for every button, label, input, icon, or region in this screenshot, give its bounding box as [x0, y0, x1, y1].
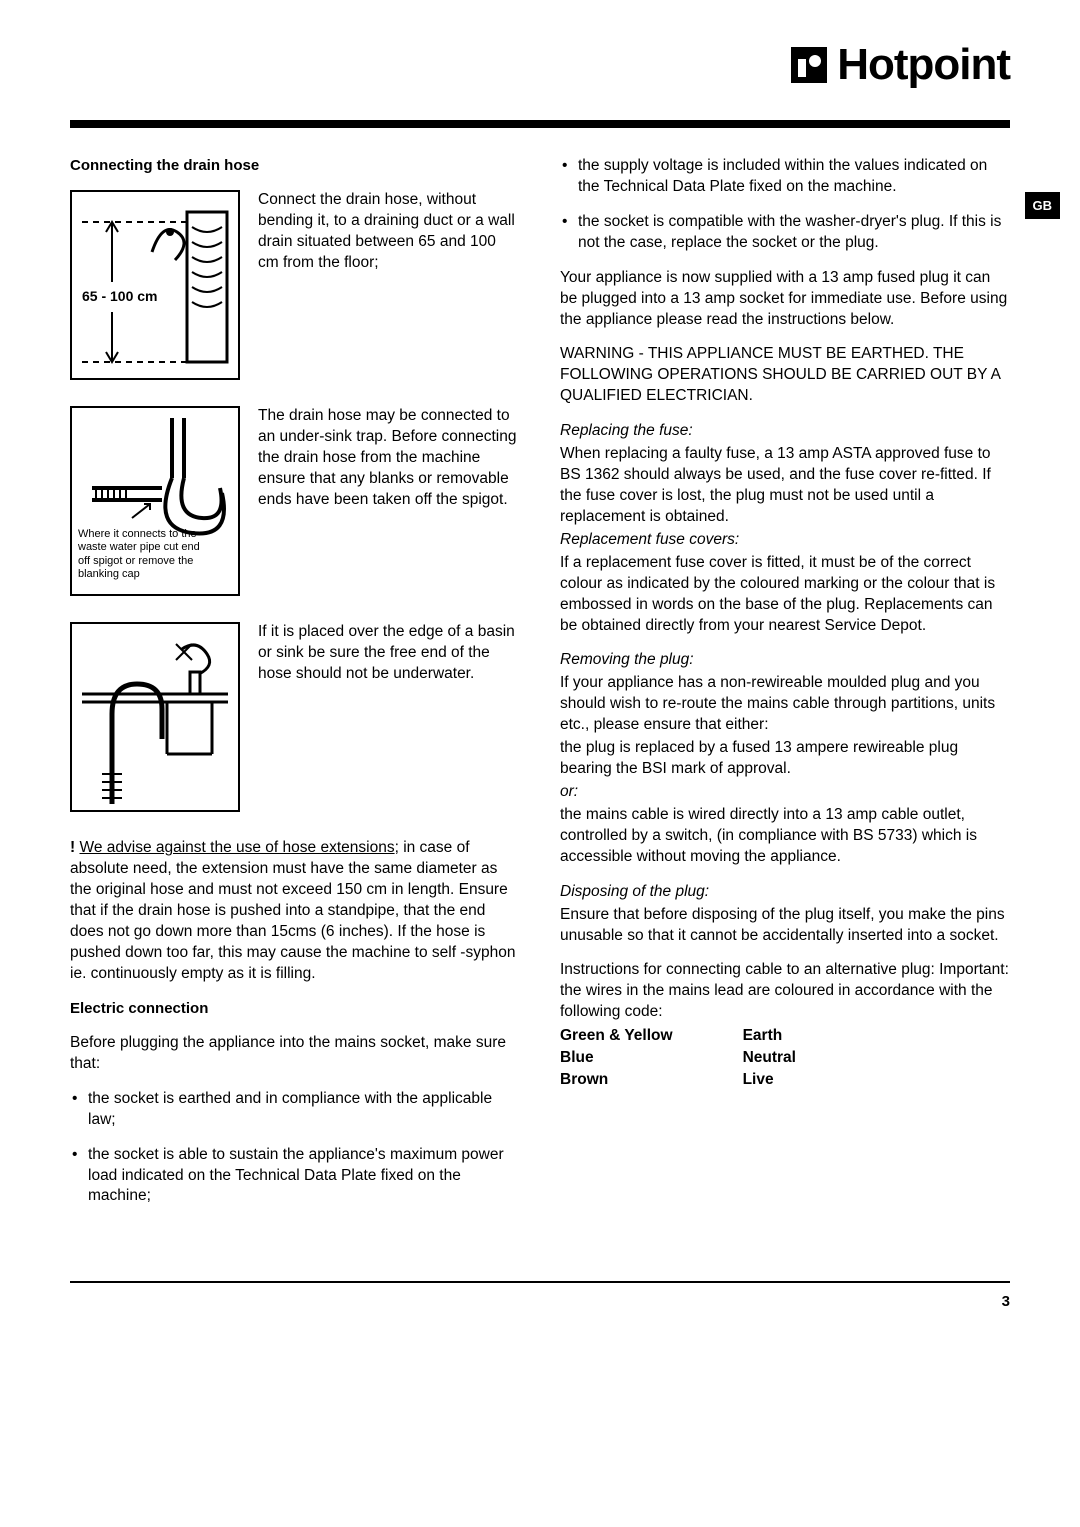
page: Hotpoint GB Connecting the drain hose [0, 0, 1080, 1340]
supplied-plug-text: Your appliance is now supplied with a 13… [560, 268, 1010, 331]
wire-green-yellow: Green & Yellow [560, 1025, 673, 1047]
wire-blue: Blue [560, 1047, 673, 1069]
figure-drain-height: 65 - 100 cm [70, 190, 240, 380]
language-tab: GB [1025, 192, 1061, 219]
bullet-socket-compat: the socket is compatible with the washer… [560, 212, 1010, 254]
text-wire-code-intro: Instructions for connecting cable to an … [560, 960, 1010, 1023]
figure-3-text: If it is placed over the edge of a basin… [258, 622, 520, 685]
figure-1-text: Connect the drain hose, without bending … [258, 190, 520, 274]
bullet-earthed: the socket is earthed and in compliance … [70, 1089, 520, 1131]
wire-neutral: Neutral [743, 1047, 796, 1069]
brand-mark-icon [791, 47, 827, 83]
page-number: 3 [70, 1293, 1010, 1310]
heading-remove-plug: Removing the plug: [560, 650, 1010, 671]
brand-logo: Hotpoint [791, 40, 1010, 90]
figure-row-3: If it is placed over the edge of a basin… [70, 622, 520, 812]
text-replace-fuse: When replacing a faulty fuse, a 13 amp A… [560, 444, 1010, 528]
warning-lead: We advise against the use of hose extens… [79, 839, 394, 856]
column-left: Connecting the drain hose [70, 156, 520, 1221]
text-dispose-plug: Ensure that before disposing of the plug… [560, 905, 1010, 947]
wire-meaning-column: Earth Neutral Live [743, 1025, 796, 1090]
text-remove-plug-2: the plug is replaced by a fused 13 amper… [560, 738, 1010, 780]
brand-text: Hotpoint [837, 40, 1010, 90]
bullet-voltage: the supply voltage is included within th… [560, 156, 1010, 198]
heading-dispose-plug: Disposing of the plug: [560, 882, 1010, 903]
figure-basin-edge [70, 622, 240, 812]
figure-row-2: Where it connects to the waste water pip… [70, 406, 520, 596]
bullet-power-load: the socket is able to sustain the applia… [70, 1145, 520, 1208]
wire-earth: Earth [743, 1025, 796, 1047]
figure-2-text: The drain hose may be connected to an un… [258, 406, 520, 511]
wire-colour-column: Green & Yellow Blue Brown [560, 1025, 673, 1090]
text-remove-plug-3: the mains cable is wired directly into a… [560, 805, 1010, 868]
hose-extension-warning: ! We advise against the use of hose exte… [70, 838, 520, 984]
divider-thick [70, 120, 1010, 128]
brand-row: Hotpoint [70, 40, 1010, 90]
text-or: or: [560, 782, 1010, 803]
text-remove-plug-1: If your appliance has a non-rewireable m… [560, 673, 1010, 736]
heading-drain-hose: Connecting the drain hose [70, 156, 520, 176]
earthed-warning: WARNING - THIS APPLIANCE MUST BE EARTHED… [560, 344, 1010, 407]
divider-thin [70, 1281, 1010, 1283]
electric-intro: Before plugging the appliance into the m… [70, 1033, 520, 1075]
content-columns: Connecting the drain hose [70, 156, 1010, 1221]
figure-under-sink: Where it connects to the waste water pip… [70, 406, 240, 596]
electric-checklist-left: the socket is earthed and in compliance … [70, 1089, 520, 1208]
heading-replace-fuse: Replacing the fuse: [560, 421, 1010, 442]
wire-colour-table: Green & Yellow Blue Brown Earth Neutral … [560, 1025, 1010, 1090]
heading-electric: Electric connection [70, 999, 520, 1019]
wire-live: Live [743, 1069, 796, 1091]
figure-1-label: 65 - 100 cm [82, 288, 158, 305]
warning-icon: ! [70, 839, 75, 856]
wire-brown: Brown [560, 1069, 673, 1091]
text-fuse-covers: If a replacement fuse cover is fitted, i… [560, 553, 1010, 637]
warning-rest: ; in case of absolute need, the extensio… [70, 839, 515, 982]
figure-row-1: 65 - 100 cm Connect the drain hose, with… [70, 190, 520, 380]
column-right: the supply voltage is included within th… [560, 156, 1010, 1221]
electric-checklist-right: the supply voltage is included within th… [560, 156, 1010, 254]
heading-fuse-covers: Replacement fuse covers: [560, 530, 1010, 551]
figure-2-caption: Where it connects to the waste water pip… [78, 528, 208, 581]
